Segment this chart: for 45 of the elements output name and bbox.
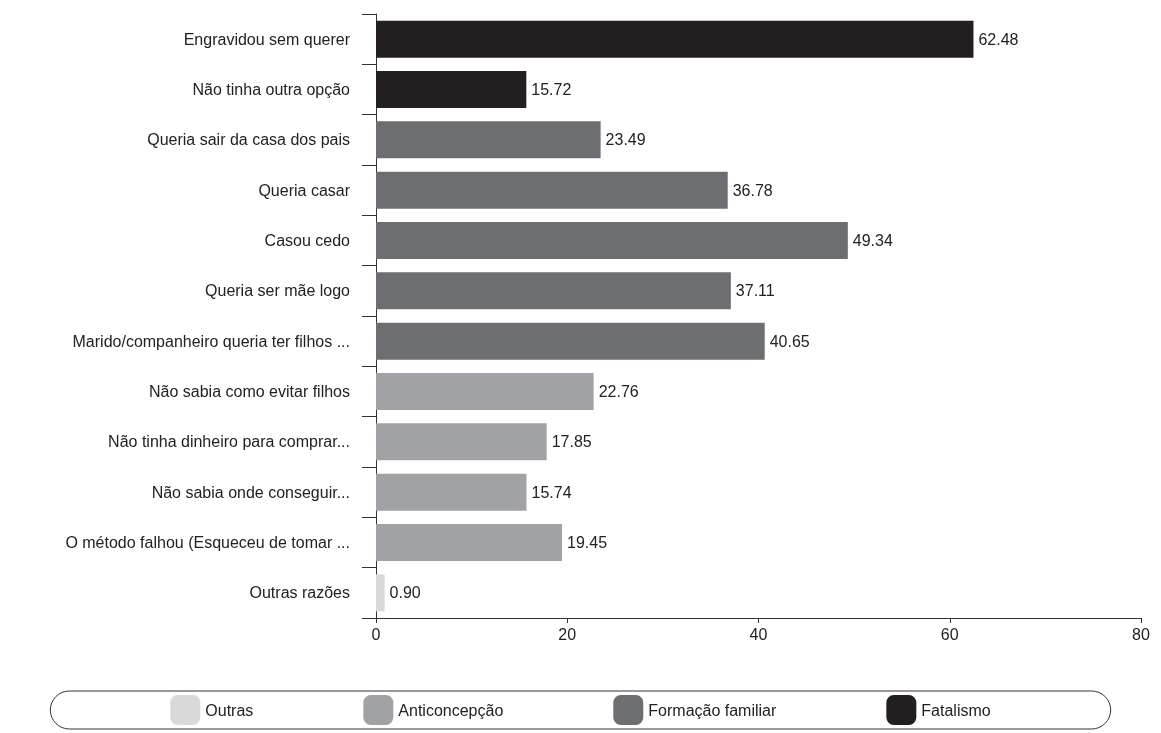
y-tick-label: Engravidou sem querer xyxy=(183,30,351,48)
bar xyxy=(376,473,527,511)
y-tick-label: O método falhou (Esqueceu de tomar ... xyxy=(65,534,350,551)
legend-label: Fatalismo xyxy=(921,701,991,719)
data-label: 37.11 xyxy=(735,282,775,300)
y-tick-label: Outras razões xyxy=(249,584,350,602)
bar xyxy=(376,423,547,461)
y-tick-label: Não sabia onde conseguir... xyxy=(151,483,350,501)
x-tick-label: 80 xyxy=(1132,625,1150,643)
bar xyxy=(376,322,765,360)
data-label: 19.45 xyxy=(566,534,608,551)
x-tick-label: 40 xyxy=(749,625,768,643)
x-tick-label: 60 xyxy=(940,625,959,643)
y-tick-label: Casou cedo xyxy=(264,232,351,249)
bar xyxy=(376,373,594,410)
data-label: 15.72 xyxy=(531,81,572,98)
y-tick-label: Não tinha dinheiro para comprar... xyxy=(108,433,350,451)
y-tick-label: Queria ser mãe logo xyxy=(205,282,351,300)
bar xyxy=(376,20,974,58)
legend-label: Formação familiar xyxy=(648,701,777,719)
data-label: 17.85 xyxy=(551,433,592,451)
x-tick-label: 0 xyxy=(371,625,381,643)
bar xyxy=(376,71,527,108)
x-tick-label: 20 xyxy=(558,625,577,643)
data-label: 23.49 xyxy=(605,131,646,149)
bar xyxy=(376,524,562,561)
data-label: 0.90 xyxy=(389,584,421,602)
legend-label: Anticoncepção xyxy=(398,701,504,719)
data-label: 36.78 xyxy=(732,181,773,199)
data-label: 22.76 xyxy=(598,383,639,400)
bar xyxy=(376,171,728,209)
data-label: 40.65 xyxy=(769,332,810,350)
data-label: 49.34 xyxy=(852,232,893,249)
data-label: 62.48 xyxy=(978,30,1019,48)
bar xyxy=(376,574,385,612)
bar xyxy=(376,121,601,159)
bar xyxy=(376,222,848,259)
y-tick-label: Não sabia como evitar filhos xyxy=(149,383,350,400)
y-tick-label: Não tinha outra opção xyxy=(192,81,351,98)
data-label: 15.74 xyxy=(531,483,572,501)
bar xyxy=(376,272,731,310)
y-tick-label: Queria casar xyxy=(258,181,351,199)
y-tick-label: Marido/companheiro queria ter filhos ... xyxy=(72,332,350,350)
y-tick-label: Queria sair da casa dos pais xyxy=(147,131,350,149)
legend-label: Outras xyxy=(205,701,254,719)
